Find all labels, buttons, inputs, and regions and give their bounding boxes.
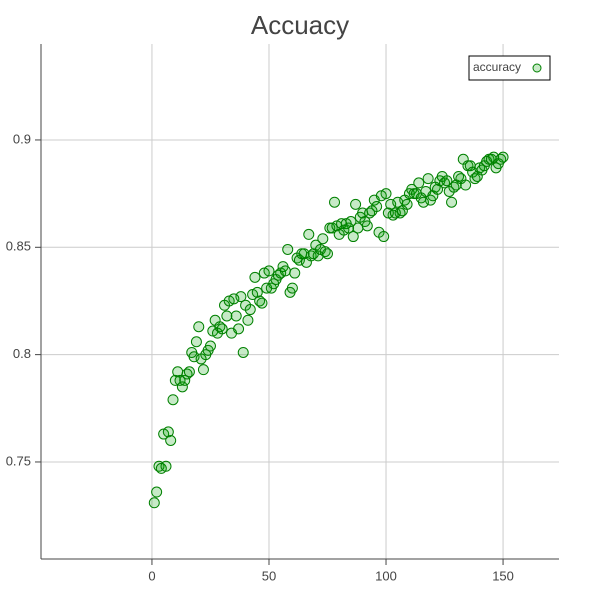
x-tick-label: 0 [148,568,155,583]
point [282,243,294,255]
point [303,228,315,240]
legend-label: accuracy [473,60,521,74]
point [380,188,392,200]
point [497,151,509,163]
point [242,314,254,326]
point [233,323,245,335]
point [230,310,242,322]
point [460,179,472,191]
point [401,198,413,210]
point [432,183,444,195]
point [197,364,209,376]
point [235,291,247,303]
point [289,267,301,279]
x-tick-label: 100 [375,568,397,583]
point [361,220,373,232]
point [322,248,334,260]
x-tick-label: 150 [492,568,514,583]
y-tick-label: 0.9 [13,131,31,146]
point [162,426,174,438]
point [286,282,298,294]
point [343,222,355,234]
y-tick-label: 0.85 [6,239,31,254]
point [193,321,205,333]
chart-title: Accuacy [251,10,349,40]
point [446,196,458,208]
point [345,216,357,228]
y-tick-label: 0.8 [13,346,31,361]
legend-box [468,55,551,81]
point [263,265,275,277]
point [148,497,160,509]
point [204,340,216,352]
point [165,435,177,447]
point [221,310,233,322]
legend-marker [532,63,542,73]
point [441,175,453,187]
point [350,198,362,210]
point [167,394,179,406]
point [179,374,191,386]
point [413,177,425,189]
point [190,336,202,348]
point [347,231,359,243]
x-tick-label: 50 [262,568,276,583]
point [422,173,434,185]
point [151,486,163,498]
point [216,323,228,335]
point [237,346,249,358]
point [176,381,188,393]
point [371,201,383,213]
point [279,265,291,277]
point [244,304,256,316]
point [329,196,341,208]
point [378,231,390,243]
point [256,297,268,309]
point [249,271,261,283]
point [251,286,263,298]
y-tick-label: 0.75 [6,453,31,468]
point [160,460,172,472]
point [183,366,195,378]
point [317,233,329,245]
